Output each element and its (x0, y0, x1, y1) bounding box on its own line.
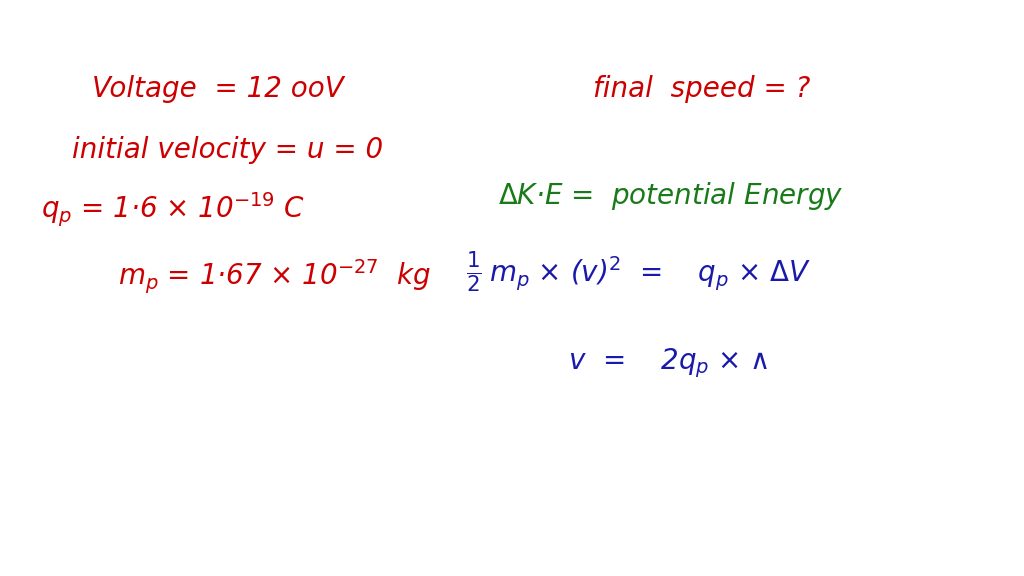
Text: $m_p$ × (v)$^2$  =    $q_p$ × $\Delta$V: $m_p$ × (v)$^2$ = $q_p$ × $\Delta$V (489, 255, 811, 293)
Text: $\Delta$K·E =  potential Energy: $\Delta$K·E = potential Energy (498, 180, 844, 212)
Text: v  =    2$q_p$ × $\wedge$: v = 2$q_p$ × $\wedge$ (568, 346, 769, 380)
Text: initial velocity = u = 0: initial velocity = u = 0 (72, 136, 383, 164)
Text: Voltage  = 12 ooV: Voltage = 12 ooV (92, 75, 344, 103)
Text: $\frac{1}{2}$: $\frac{1}{2}$ (466, 249, 481, 295)
Text: $m_p$ = 1·67 × 10$^{-27}$  kg: $m_p$ = 1·67 × 10$^{-27}$ kg (118, 257, 431, 295)
Text: final  speed = ?: final speed = ? (593, 75, 810, 103)
Text: $q_p$ = 1·6 × 10$^{-19}$ C: $q_p$ = 1·6 × 10$^{-19}$ C (41, 191, 305, 229)
